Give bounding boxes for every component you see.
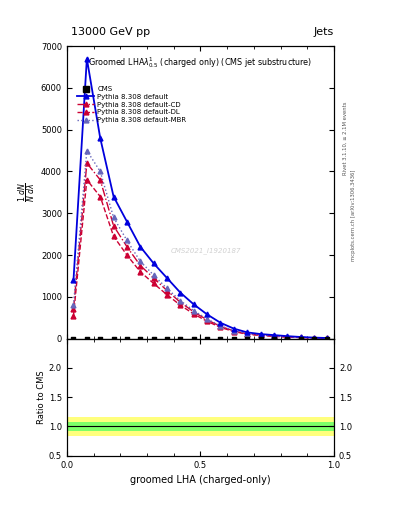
Point bbox=[244, 334, 250, 343]
Point bbox=[324, 334, 331, 343]
Y-axis label: Ratio to CMS: Ratio to CMS bbox=[37, 370, 46, 424]
Point bbox=[284, 334, 290, 343]
X-axis label: groomed LHA (charged-only): groomed LHA (charged-only) bbox=[130, 475, 271, 485]
Point bbox=[70, 334, 77, 343]
Point bbox=[298, 334, 304, 343]
Text: mcplots.cern.ch [arXiv:1306.3436]: mcplots.cern.ch [arXiv:1306.3436] bbox=[351, 169, 356, 261]
Point bbox=[164, 334, 170, 343]
Bar bbox=[67, 417, 334, 436]
Legend: CMS, Pythia 8.308 default, Pythia 8.308 default-CD, Pythia 8.308 default-DL, Pyt: CMS, Pythia 8.308 default, Pythia 8.308 … bbox=[75, 84, 188, 124]
Text: 13000 GeV pp: 13000 GeV pp bbox=[71, 27, 150, 37]
Point bbox=[231, 334, 237, 343]
Point bbox=[311, 334, 317, 343]
Point bbox=[97, 334, 103, 343]
Point bbox=[217, 334, 224, 343]
Y-axis label: $\frac{1}{N}\frac{dN}{d\lambda}$: $\frac{1}{N}\frac{dN}{d\lambda}$ bbox=[17, 182, 38, 202]
Point bbox=[191, 334, 197, 343]
Point bbox=[257, 334, 264, 343]
Point bbox=[137, 334, 143, 343]
Point bbox=[177, 334, 184, 343]
Point bbox=[124, 334, 130, 343]
Point bbox=[84, 334, 90, 343]
Text: Groomed LHA$\lambda^1_{0.5}$ (charged only) (CMS jet substructure): Groomed LHA$\lambda^1_{0.5}$ (charged on… bbox=[88, 55, 312, 70]
Text: Jets: Jets bbox=[314, 27, 334, 37]
Text: Rivet 3.1.10, ≥ 2.1M events: Rivet 3.1.10, ≥ 2.1M events bbox=[343, 101, 348, 175]
Point bbox=[110, 334, 117, 343]
Text: CMS2021_I1920187: CMS2021_I1920187 bbox=[171, 247, 241, 254]
Point bbox=[204, 334, 210, 343]
Point bbox=[271, 334, 277, 343]
Point bbox=[151, 334, 157, 343]
Bar bbox=[67, 422, 334, 431]
